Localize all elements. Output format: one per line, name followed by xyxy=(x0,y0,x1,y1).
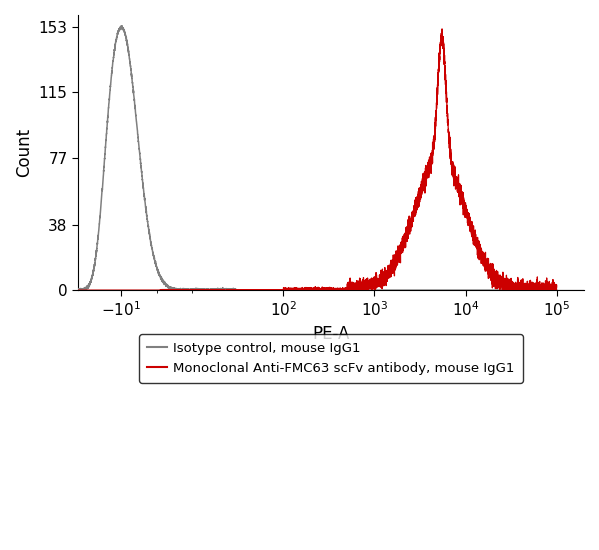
Y-axis label: Count: Count xyxy=(15,128,33,177)
Legend: Isotype control, mouse IgG1, Monoclonal Anti-FMC63 scFv antibody, mouse IgG1: Isotype control, mouse IgG1, Monoclonal … xyxy=(139,334,523,383)
X-axis label: PE-A: PE-A xyxy=(312,325,350,343)
